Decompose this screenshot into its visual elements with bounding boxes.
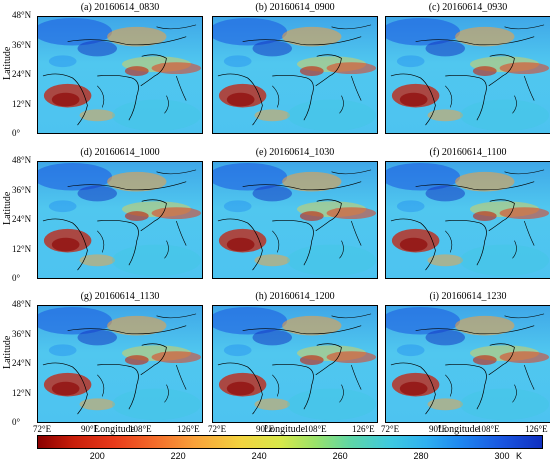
y-tick-label: 0°	[12, 273, 21, 283]
y-tick-label: 24°N	[12, 358, 32, 368]
x-tick-label: 90°E	[429, 424, 448, 434]
brightness-temperature-map	[37, 161, 203, 279]
colorbar-tick-label: 280	[413, 451, 429, 461]
panel-title: (e) 20160614_1030	[255, 147, 335, 158]
colorbar-tick-label: 260	[332, 451, 348, 461]
y-tick-label: 24°N	[12, 69, 32, 79]
y-tick-label: 12°N	[12, 243, 32, 254]
y-axis-title-row2: Latitude	[2, 191, 13, 225]
panel-title: (d) 20160614_1000	[80, 147, 160, 158]
brightness-temperature-map	[385, 16, 550, 134]
panel-title: (a) 20160614_0830	[80, 2, 160, 13]
panel-title: (g) 20160614_1130	[80, 291, 160, 302]
brightness-temperature-map	[385, 305, 550, 423]
panel-title: (b) 20160614_0900	[255, 2, 335, 13]
colorbar-unit: K	[516, 451, 523, 461]
y-tick-label: 24°N	[12, 214, 32, 224]
x-tick-label: 108°E	[477, 424, 500, 434]
y-tick-label: 36°N	[12, 39, 32, 50]
brightness-temperature-map	[37, 305, 203, 423]
panel-title: (h) 20160614_1200	[255, 291, 335, 302]
panel-title: (c) 20160614_0930	[428, 2, 508, 13]
colorbar-tick-label: 200	[89, 451, 105, 461]
brightness-temperature-map	[37, 16, 203, 134]
x-axis-title-col1: Longitude	[94, 424, 136, 435]
panel-title: (i) 20160614_1230	[429, 291, 507, 302]
brightness-temperature-map	[212, 16, 378, 134]
x-tick-label: 72°E	[33, 424, 52, 434]
x-tick-label: 108°E	[304, 424, 327, 434]
y-tick-label: 0°	[12, 128, 21, 138]
x-tick-label: 90°E	[81, 424, 100, 434]
brightness-temperature-map	[385, 161, 550, 279]
x-tick-label: 126°E	[177, 424, 200, 434]
y-tick-label: 12°N	[12, 387, 32, 398]
y-tick-label: 36°N	[12, 328, 32, 339]
x-tick-label: 108°E	[129, 424, 152, 434]
y-tick-label: 48°N	[12, 10, 32, 20]
x-tick-label: 126°E	[525, 424, 548, 434]
brightness-temperature-map	[212, 305, 378, 423]
y-tick-label: 0°	[12, 417, 21, 427]
x-axis-title-col2: Longitude	[264, 424, 306, 435]
y-tick-label: 48°N	[12, 299, 32, 309]
y-axis-title-row1: Latitude	[2, 46, 13, 80]
y-tick-label: 12°N	[12, 98, 32, 109]
y-axis-title-row3: Latitude	[2, 335, 13, 369]
colorbar-tick-label: 300	[494, 451, 510, 461]
colorbar-tick-label: 220	[170, 451, 186, 461]
y-tick-label: 36°N	[12, 184, 32, 195]
brightness-temperature-map	[212, 161, 378, 279]
colorbar-tick-label: 240	[251, 451, 267, 461]
x-tick-label: 72°E	[208, 424, 227, 434]
x-axis-title-col3: Longitude	[438, 424, 480, 435]
y-tick-label: 48°N	[12, 155, 32, 165]
x-tick-label: 90°E	[256, 424, 275, 434]
panel-title: (f) 20160614_1100	[429, 147, 507, 158]
x-tick-label: 126°E	[352, 424, 375, 434]
x-tick-label: 72°E	[381, 424, 400, 434]
colorbar	[37, 435, 543, 449]
